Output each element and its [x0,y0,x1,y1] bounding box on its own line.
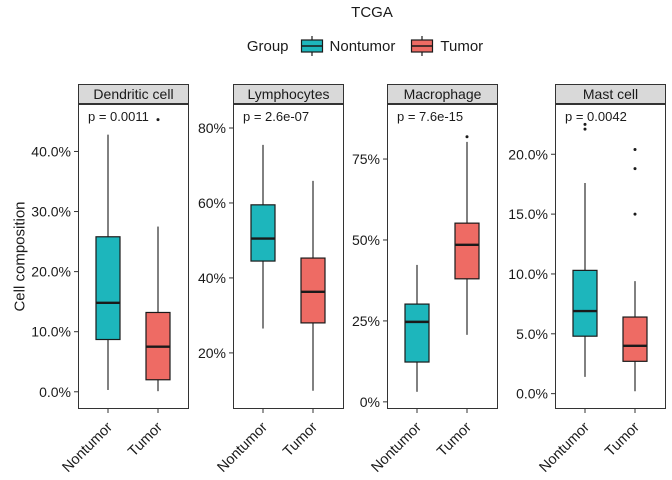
outlier-point [633,167,637,171]
y-tick-label: 50% [352,232,380,248]
box-nontumor [404,303,430,363]
p-value-label: p = 7.6e-15 [397,109,463,124]
box-tumor [454,222,480,280]
y-tick-label: 75% [352,151,380,167]
legend-items: Nontumor Tumor [299,35,498,57]
x-tick-label: Nontumor [214,419,270,475]
y-tick-label: 5.0% [516,326,548,342]
x-tick-label: Tumor [602,419,643,460]
legend: Group Nontumor Tumor [78,33,666,59]
boxplot-key-icon [411,36,434,56]
p-value-label: p = 0.0011 [88,109,149,124]
y-tick-label: 20% [198,345,226,361]
y-tick-label: 0.0% [39,384,71,400]
legend-item-label: Nontumor [329,37,396,55]
p-value-label: p = 2.6e-07 [243,109,309,124]
facet-panel-2: 20% 40% 60% 80% Nontumor Tumor p = 2.6e-07 [198,104,344,476]
outlier-point [633,147,637,151]
x-tick-label: Tumor [125,419,166,460]
box-nontumor [95,236,121,341]
y-tick-label: 10.0% [31,324,71,340]
y-tick-label: 20.0% [508,146,548,162]
facet-strip-label: Macrophage [387,84,498,104]
y-tick-label: 60% [198,195,226,211]
boxplot-key-icon [300,36,323,56]
y-tick-label: 0% [360,394,380,410]
x-tick-label: Nontumor [368,419,424,475]
p-value-label: p = 0.0042 [565,109,627,124]
facet-panel-1: 0.0% 10.0% 20.0% 30.0% 40.0% Nontumor Tumor p =… [31,104,189,476]
box-nontumor [572,269,598,337]
panel-border [233,104,344,409]
legend-item-label: Tumor [440,37,484,55]
y-tick-label: 80% [198,120,226,136]
y-tick-label: 40% [198,270,226,286]
outlier-point [465,135,469,139]
y-tick-label: 10.0% [508,266,548,282]
legend-item-tumor: Tumor [409,35,483,57]
plot-title: TCGA [351,4,393,21]
x-tick-label: Nontumor [536,419,592,475]
outlier-point [583,122,587,126]
y-tick-label: 20.0% [31,264,71,280]
facet-strip-label: Dendritic cell [78,84,189,104]
panel-border [387,104,498,409]
box-nontumor [250,204,276,262]
x-tick-label: Tumor [434,419,475,460]
box-tumor [622,316,648,362]
legend-title: Group [246,37,289,55]
facet-strip-label: Mast cell [555,84,666,104]
x-tick-label: Nontumor [59,419,115,475]
legend-item-nontumor: Nontumor [299,35,396,57]
y-tick-label: 15.0% [508,206,548,222]
facet-strip-label: Lymphocytes [233,84,344,104]
y-tick-label: 0.0% [516,386,548,402]
x-tick-label: Tumor [280,419,321,460]
y-tick-label: 40.0% [31,143,71,159]
outlier-point [633,212,637,216]
facet-panel-3: 0% 25% 50% 75% Nontumor Tumor p = 7.6e-15 [352,104,498,476]
y-tick-label: 25% [352,313,380,329]
panel-border [555,104,666,409]
box-tumor [300,257,326,324]
outlier-point [583,127,587,131]
outlier-point [156,118,160,122]
y-tick-label: 30.0% [31,204,71,220]
facet-panel-4: 0.0% 5.0% 10.0% 15.0% 20.0% Nontumor Tumor p = … [508,104,666,476]
panel-border [78,104,189,409]
